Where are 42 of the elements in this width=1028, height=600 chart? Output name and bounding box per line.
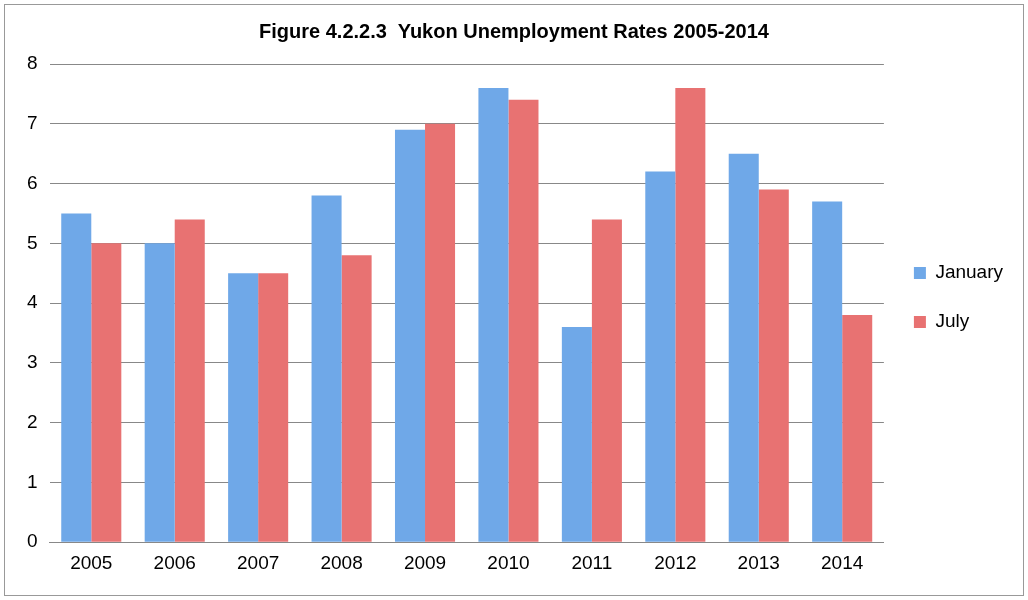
bar [61, 213, 92, 542]
y-tick-label: 0 [26, 530, 38, 552]
x-tick-label: 2012 [654, 551, 697, 573]
bar [144, 243, 175, 542]
bar [311, 195, 342, 542]
x-tick-label: 2007 [237, 551, 280, 573]
y-tick-label: 1 [26, 470, 38, 492]
bar [258, 273, 289, 542]
bar [91, 243, 122, 542]
bar [812, 201, 843, 542]
x-tick-label: 2014 [821, 551, 864, 573]
bar [645, 171, 676, 542]
x-tick-label: 2011 [571, 551, 613, 573]
legend-label: July [935, 310, 970, 332]
bar [561, 327, 592, 542]
y-tick-label: 2 [26, 410, 38, 432]
bar [508, 99, 539, 542]
y-tick-label: 8 [26, 52, 38, 74]
x-tick-label: 2009 [403, 551, 447, 573]
bar [174, 219, 205, 542]
chart-title: Figure 4.2.2.3 Yukon Unemployment Rates 2005-2014 [259, 19, 770, 42]
bar [728, 153, 759, 542]
y-tick-label: 5 [26, 231, 38, 253]
y-tick-label: 3 [26, 351, 38, 373]
bar [478, 87, 509, 542]
bar [675, 87, 706, 542]
y-tick-label: 4 [26, 291, 38, 313]
bar [842, 315, 873, 542]
y-tick-label: 6 [26, 171, 38, 193]
legend-label: January [935, 261, 1004, 283]
bar [341, 255, 372, 542]
x-tick-label: 2005 [70, 551, 113, 573]
y-tick-label: 7 [26, 112, 38, 134]
bar [758, 189, 789, 542]
x-tick-label: 2008 [320, 551, 363, 573]
bar [591, 219, 622, 542]
x-tick-label: 2006 [153, 551, 196, 573]
bar [425, 123, 456, 542]
x-tick-label: 2010 [487, 551, 530, 573]
x-tick-label: 2013 [737, 551, 780, 573]
bar [394, 129, 426, 542]
bar [228, 273, 259, 542]
